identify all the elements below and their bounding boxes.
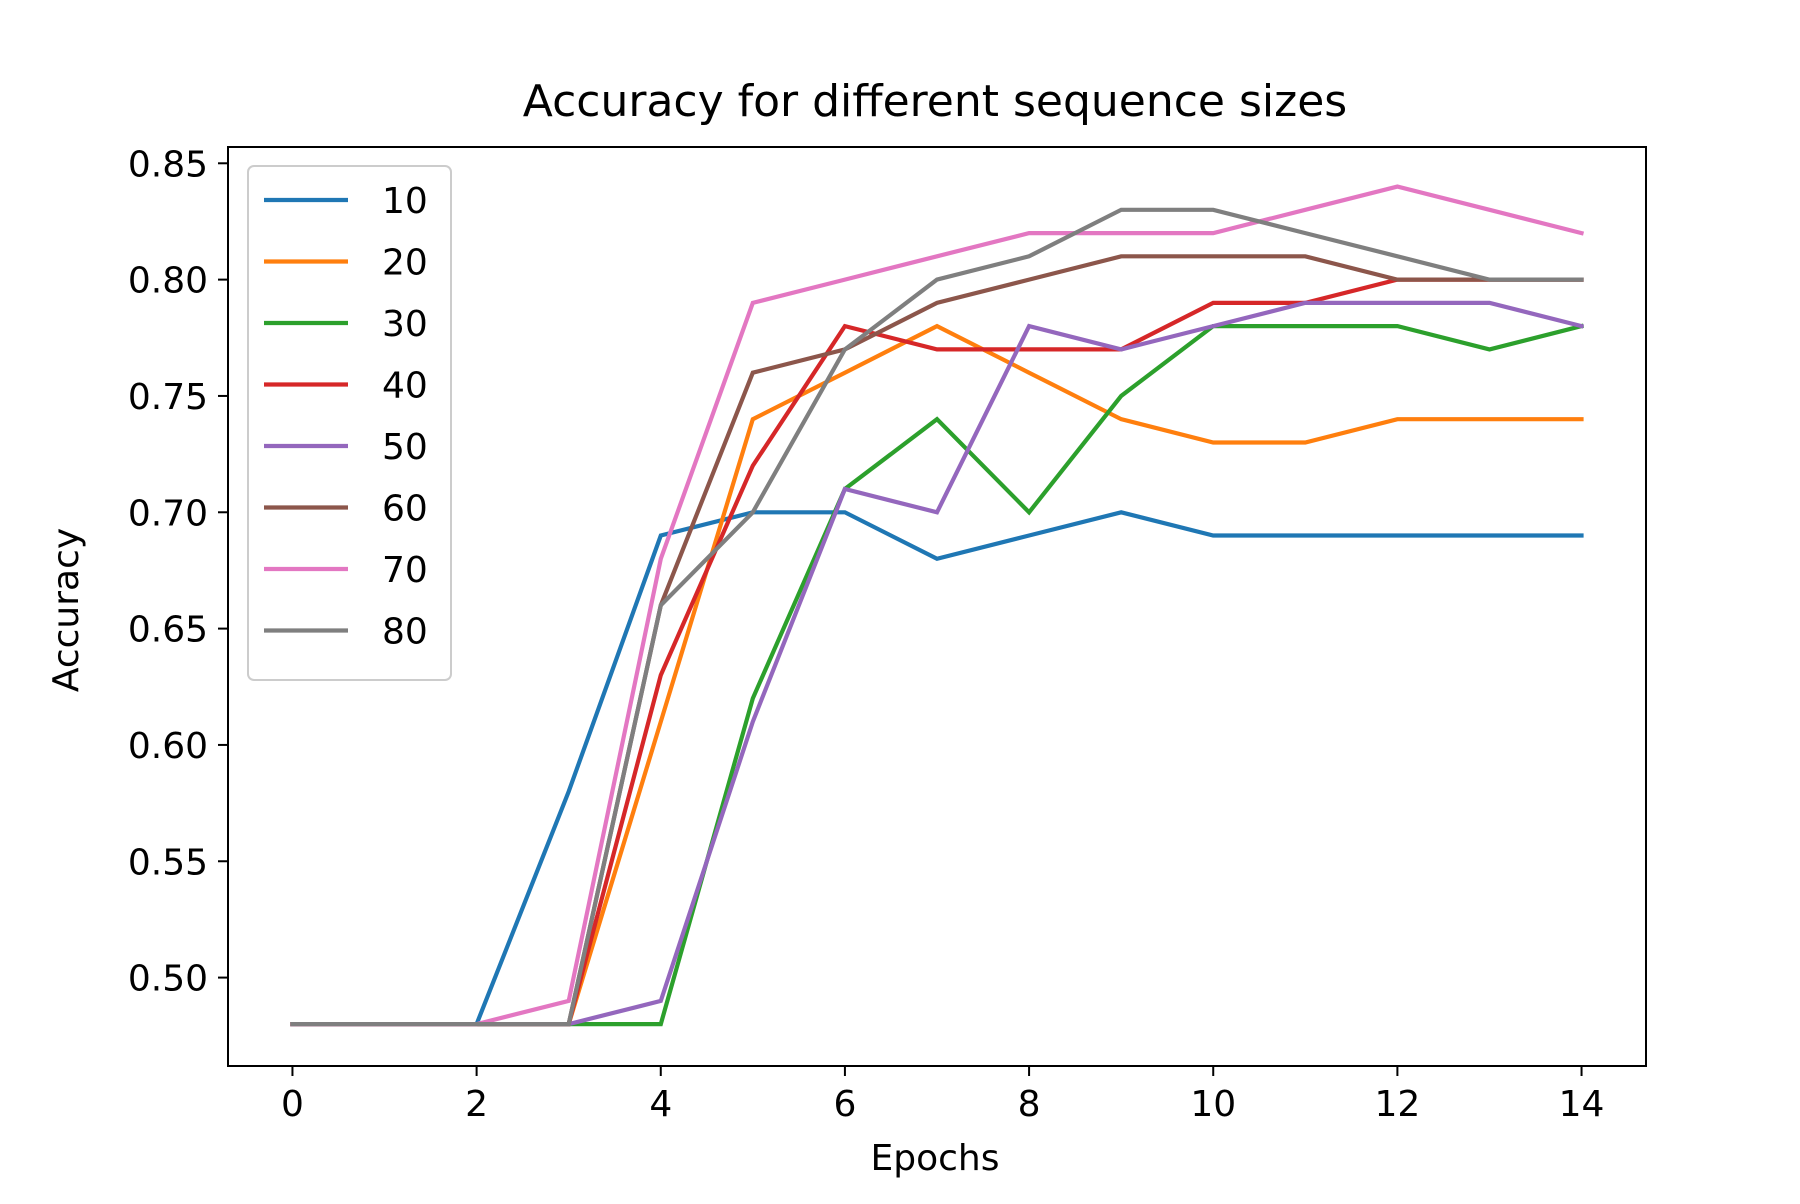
y-tick-label: 0.65: [128, 610, 208, 651]
legend-box: [247, 165, 452, 681]
x-axis-label: Epochs: [871, 1138, 1000, 1179]
legend-label-30: 30: [382, 304, 428, 345]
x-tick-label: 2: [465, 1084, 488, 1125]
legend-label-60: 60: [382, 489, 428, 530]
y-tick-label: 0.55: [128, 842, 208, 883]
series-line-70: [290, 184, 1585, 1027]
series-lines: [290, 184, 1585, 1027]
x-tick-label: 4: [649, 1084, 672, 1125]
x-tick-label: 14: [1559, 1084, 1605, 1125]
x-tick-label: 12: [1374, 1084, 1420, 1125]
series-line-10: [290, 510, 1584, 1027]
x-axis-ticks: 0 2 4 6 8 10 12 14: [281, 1066, 1604, 1125]
x-tick-label: 0: [281, 1084, 304, 1125]
axes-frame: [227, 146, 1647, 1067]
x-tick-label: 8: [1018, 1084, 1041, 1125]
legend: 10 20 30 40 50 60 70 80: [247, 165, 452, 681]
y-tick-label: 0.80: [128, 261, 208, 302]
y-axis-ticks: 0.50 0.55 0.60 0.65 0.70 0.75 0.80 0.85: [128, 144, 228, 1000]
legend-label-20: 20: [382, 243, 428, 284]
y-tick-label: 0.85: [128, 144, 208, 185]
legend-label-40: 40: [382, 366, 428, 407]
plot-area: 0 2 4 6 8 10 12 140.500.550.600.650.700.750.800…: [128, 144, 1647, 1125]
legend-label-50: 50: [382, 427, 428, 468]
x-tick-label: 6: [833, 1084, 856, 1125]
chart-title: Accuracy for different sequence sizes: [523, 76, 1347, 127]
legend-label-80: 80: [382, 612, 428, 653]
y-tick-label: 0.50: [128, 959, 208, 1000]
legend-label-70: 70: [382, 550, 428, 591]
y-tick-label: 0.75: [128, 377, 208, 418]
legend-label-10: 10: [382, 181, 428, 222]
y-axis-label: Accuracy: [46, 528, 87, 692]
y-tick-label: 0.70: [128, 493, 208, 534]
series-line-80: [290, 207, 1584, 1027]
y-tick-label: 0.60: [128, 726, 208, 767]
x-tick-label: 10: [1190, 1084, 1236, 1125]
